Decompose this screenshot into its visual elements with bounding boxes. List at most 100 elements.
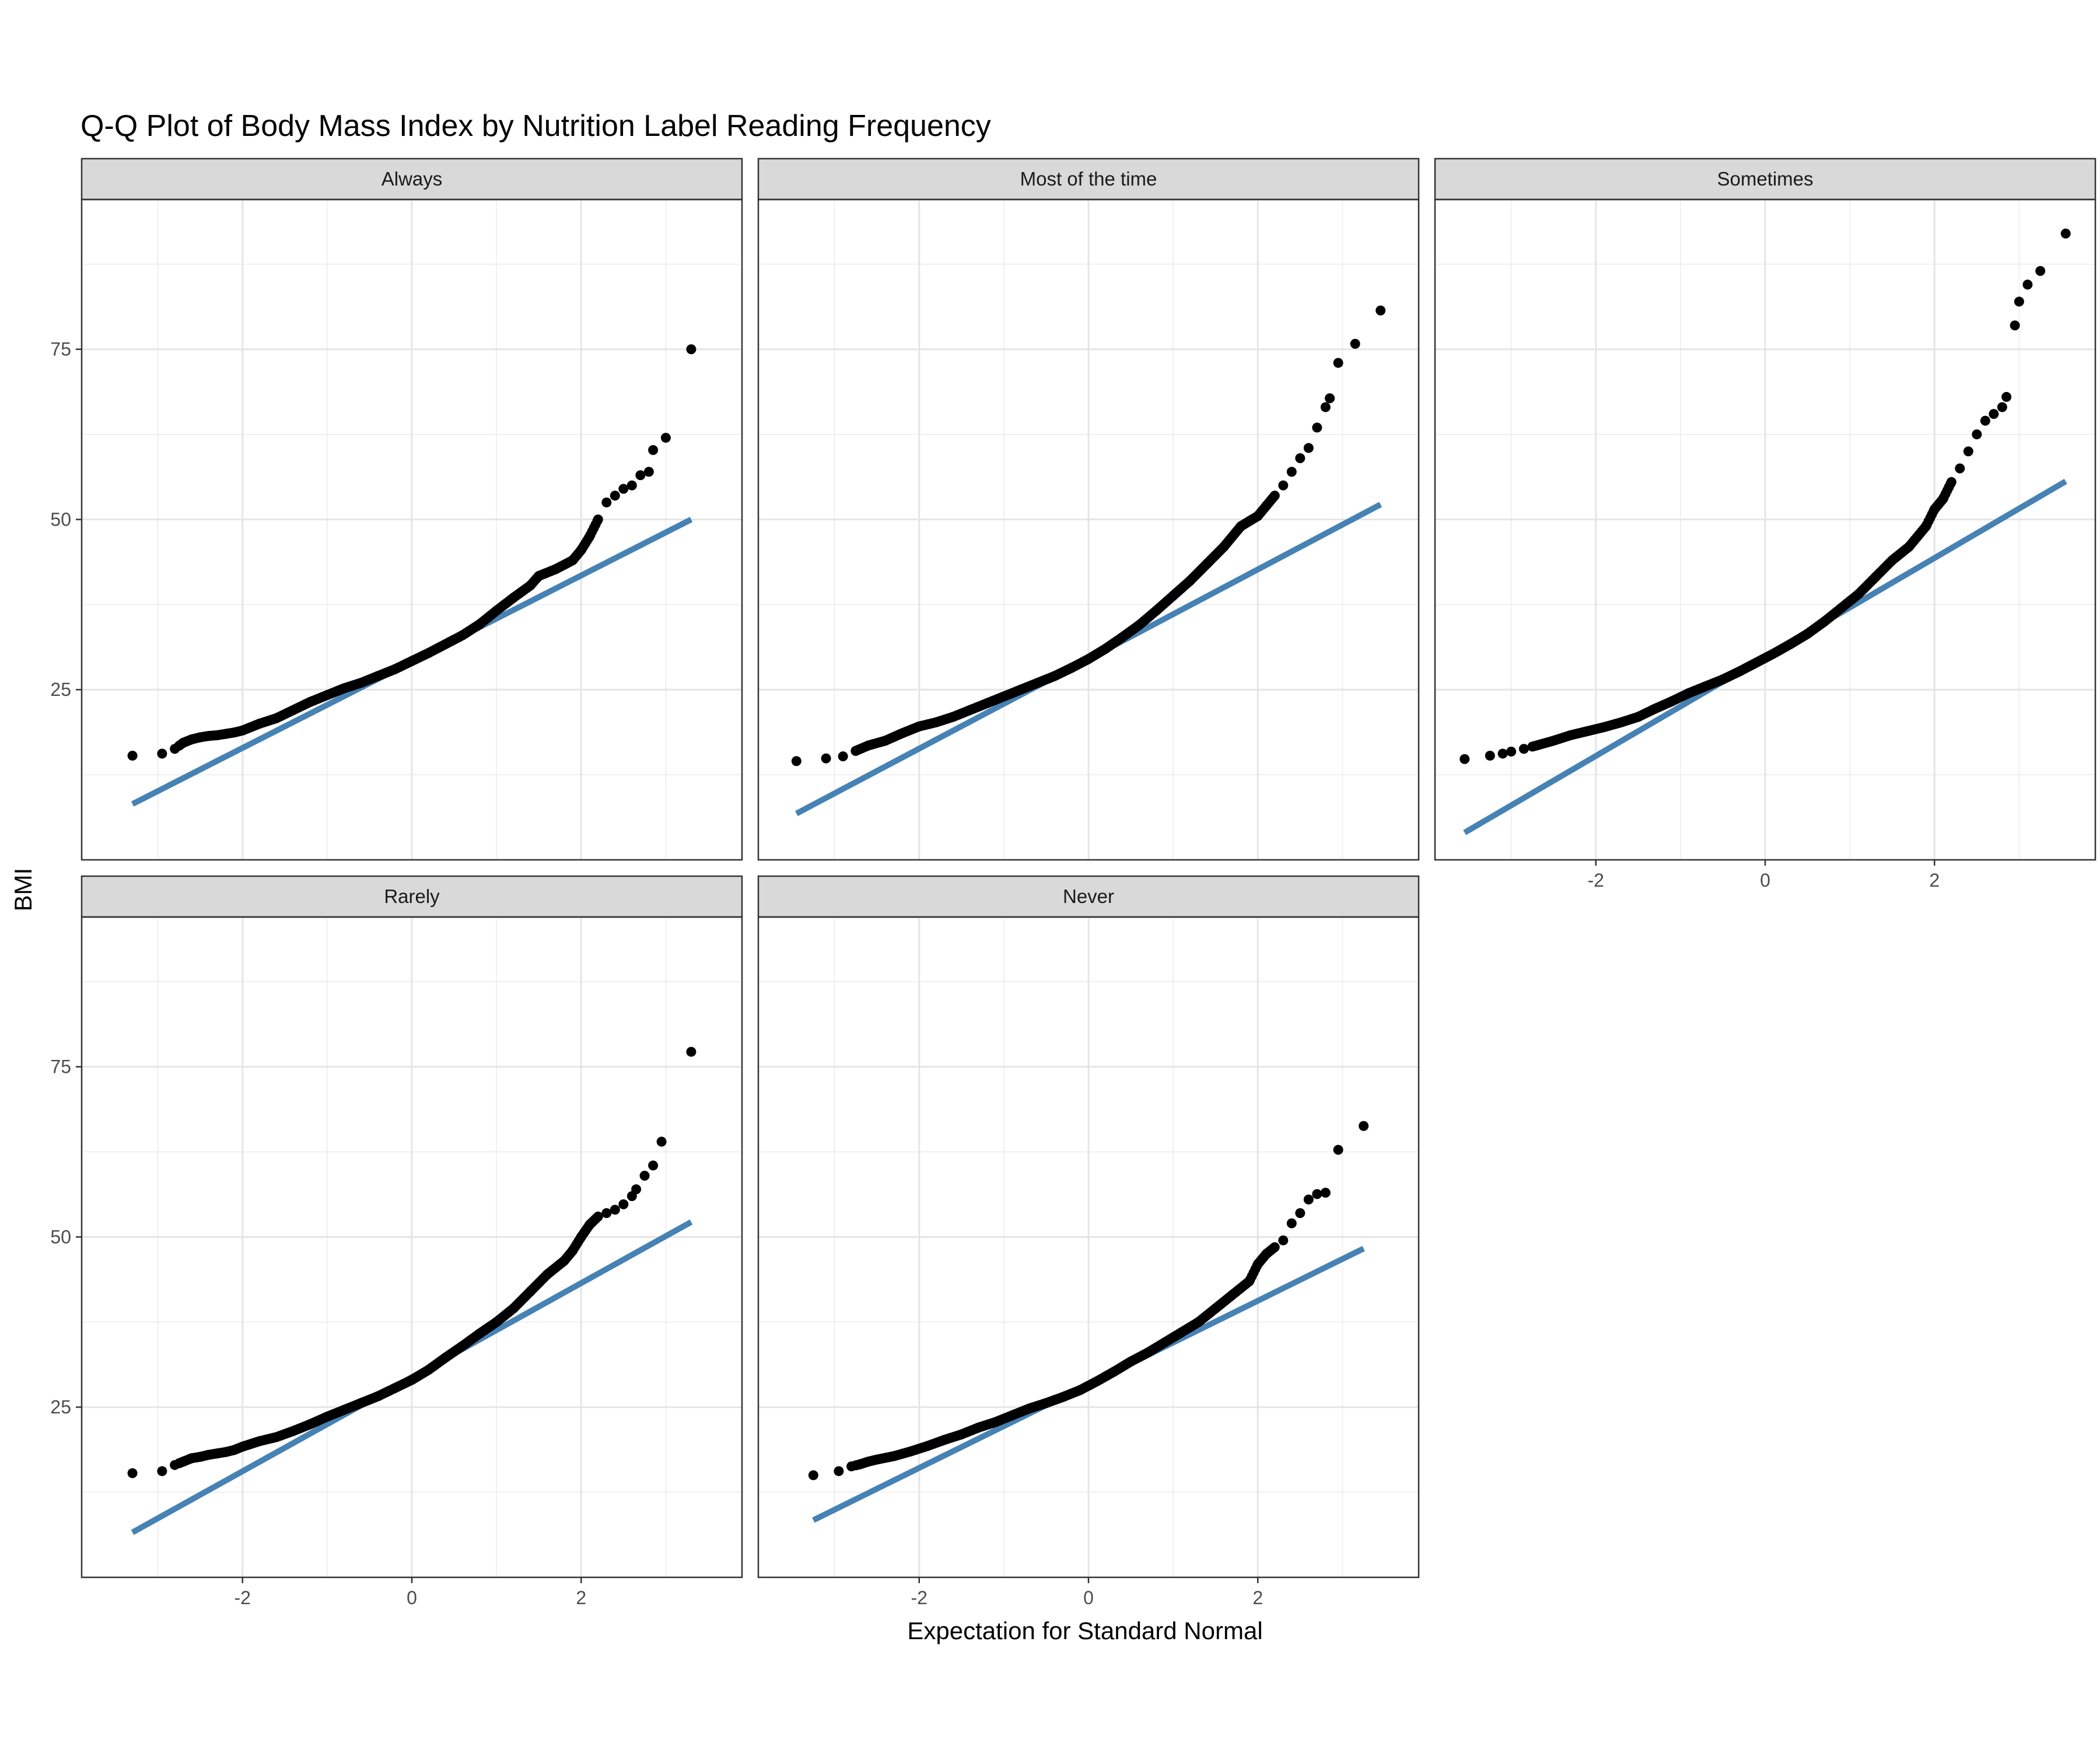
qq-point bbox=[999, 691, 1009, 702]
qq-point bbox=[686, 1046, 696, 1057]
qq-point bbox=[178, 737, 188, 748]
facet-strip-label: Sometimes bbox=[1717, 168, 1813, 190]
qq-point bbox=[1836, 603, 1847, 613]
qq-point bbox=[610, 1205, 620, 1215]
qq-point bbox=[551, 564, 561, 575]
qq-point bbox=[356, 678, 366, 688]
qq-point bbox=[872, 1454, 882, 1465]
qq-point bbox=[491, 1317, 502, 1327]
qq-point bbox=[1921, 521, 1931, 531]
qq-point bbox=[339, 683, 349, 694]
qq-point bbox=[1684, 688, 1694, 698]
qq-point bbox=[1252, 1259, 1263, 1269]
qq-point bbox=[305, 696, 316, 707]
qq-point bbox=[474, 619, 485, 629]
qq-point bbox=[178, 1457, 188, 1467]
qq-point bbox=[1194, 1317, 1204, 1327]
qq-point bbox=[846, 1461, 857, 1472]
qq-point bbox=[1904, 541, 1915, 552]
qq-point bbox=[834, 1466, 844, 1476]
facet-strip-label: Never bbox=[1063, 886, 1114, 907]
qq-point bbox=[1109, 1367, 1119, 1377]
x-axis-label: Expectation for Standard Normal bbox=[907, 1617, 1262, 1644]
x-tick-label: -2 bbox=[911, 1587, 928, 1608]
qq-point bbox=[1320, 402, 1331, 412]
qq-point bbox=[626, 480, 637, 491]
qq-point bbox=[1134, 620, 1144, 630]
qq-point bbox=[1582, 726, 1592, 736]
qq-point bbox=[1303, 443, 1314, 453]
qq-point bbox=[1616, 717, 1626, 727]
qq-point bbox=[1376, 305, 1386, 316]
qq-point bbox=[288, 1426, 299, 1436]
qq-point bbox=[1803, 629, 1813, 639]
qq-point bbox=[648, 1160, 659, 1171]
facet-panels: Always 25 50 75 Most of the time Sometimes -2 0… bbox=[50, 158, 2096, 1608]
qq-point bbox=[2001, 391, 2012, 402]
qq-point bbox=[1333, 358, 1343, 368]
qq-point bbox=[195, 732, 205, 743]
qq-point bbox=[424, 1364, 434, 1375]
qq-point bbox=[838, 751, 848, 762]
qq-point bbox=[491, 606, 502, 616]
qq-point bbox=[322, 1412, 332, 1422]
qq-point bbox=[440, 639, 451, 649]
qq-point bbox=[1049, 671, 1060, 681]
qq-point bbox=[1565, 730, 1576, 740]
qq-point bbox=[791, 756, 802, 766]
qq-point bbox=[1269, 1242, 1280, 1252]
qq-point bbox=[1058, 1392, 1068, 1402]
qq-point bbox=[956, 1429, 967, 1440]
qq-point bbox=[407, 1375, 417, 1385]
qq-point bbox=[1202, 558, 1212, 569]
qq-point bbox=[1236, 521, 1246, 531]
x-tick-label: -2 bbox=[235, 1587, 251, 1608]
qq-point bbox=[1227, 1290, 1238, 1300]
qq-point bbox=[948, 712, 958, 722]
qq-point bbox=[618, 484, 629, 494]
y-tick-label: 25 bbox=[50, 1396, 71, 1418]
qq-point bbox=[1261, 501, 1272, 511]
qq-point bbox=[474, 1328, 485, 1339]
qq-point bbox=[2060, 228, 2071, 239]
qq-point bbox=[897, 728, 908, 738]
qq-point bbox=[457, 630, 468, 640]
qq-point bbox=[525, 1286, 536, 1297]
qq-point bbox=[2010, 320, 2020, 331]
qq-point bbox=[212, 730, 222, 740]
qq-point bbox=[601, 497, 612, 508]
facet-strip bbox=[80, 875, 743, 918]
qq-point bbox=[170, 1460, 180, 1470]
qq-point bbox=[1143, 1348, 1153, 1358]
qq-point bbox=[1066, 663, 1077, 673]
qq-point bbox=[229, 1445, 239, 1455]
qq-point bbox=[237, 725, 248, 736]
qq-point bbox=[1177, 1327, 1187, 1338]
x-tick-label: 0 bbox=[1083, 1587, 1094, 1608]
qq-point bbox=[1506, 746, 1517, 757]
qq-point bbox=[127, 750, 138, 761]
qq-point bbox=[1531, 740, 1542, 751]
qq-point bbox=[237, 1441, 248, 1452]
qq-point bbox=[559, 1255, 569, 1266]
qq-point bbox=[373, 671, 383, 681]
qq-point bbox=[271, 1432, 282, 1443]
facet-strip bbox=[757, 158, 1420, 201]
qq-point bbox=[1168, 590, 1178, 601]
qq-point bbox=[1633, 712, 1643, 722]
qq-point bbox=[584, 531, 595, 542]
x-tick-label: 0 bbox=[407, 1587, 417, 1608]
qq-point bbox=[1853, 589, 1864, 600]
qq-point bbox=[821, 753, 831, 764]
qq-point bbox=[1244, 1276, 1255, 1286]
qq-point bbox=[534, 570, 544, 581]
qq-point bbox=[1518, 744, 1529, 754]
qq-point bbox=[1350, 338, 1360, 349]
qq-point bbox=[356, 1398, 366, 1408]
qq-point bbox=[610, 491, 620, 501]
qq-point bbox=[1295, 453, 1306, 463]
qq-point bbox=[1769, 648, 1779, 659]
qq-point bbox=[187, 734, 197, 744]
qq-point bbox=[601, 1208, 612, 1219]
